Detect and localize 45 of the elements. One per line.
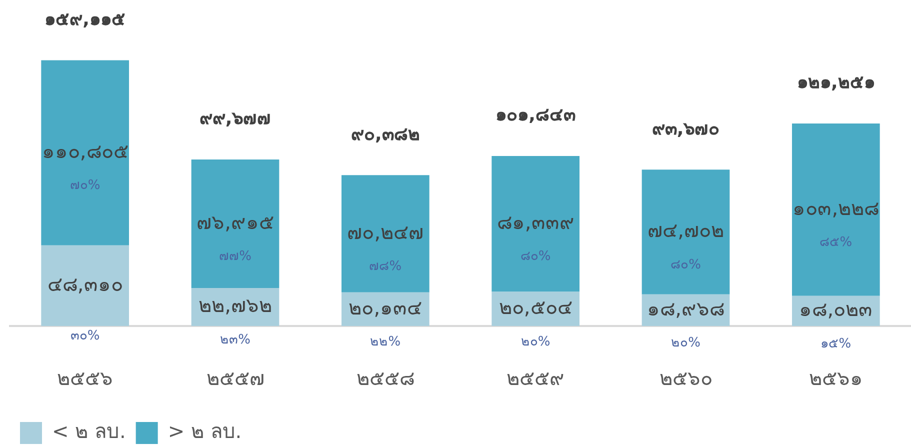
x-tick-label: ๒๕๕๖ [57,366,114,390]
x-tick-label: ๒๕๕๙ [506,366,565,390]
text: ๒๓% [220,332,250,348]
bar [642,170,730,294]
data-label: ๑๑๐,๘๐๕ [42,139,128,164]
data-label: ๒๐,๕๐๔ [498,295,572,320]
total-label: ๑๒๑,๒๕๑ [796,72,875,94]
data-label: ๗๔,๗๐๒ [648,218,724,242]
bar [41,60,130,246]
total-label: ๙๐,๓๘๒ [350,124,420,145]
text: ๒๒% [370,334,401,350]
text: ๓๐% [70,328,100,344]
annotation: ๘๐% [520,249,551,264]
data-label: ๘๑,๓๓๙ [496,210,574,234]
data-label: ๒๐,๑๓๔ [348,295,422,320]
total-label: ๑๕๙,๑๑๕ [44,8,126,30]
text: ๒๐% [520,334,550,350]
data-label: ๗๐,๒๔๗ [347,220,424,244]
annotation: ๗๘% [369,259,402,274]
x-tick-label: ๒๕๖๑ [808,366,863,390]
total-label: ๙๙,๖๗๗ [199,108,272,130]
data-label: ๒๒,๗๖๒ [198,293,272,318]
annotation: ๗๗% [219,249,252,264]
x-tick-label: ๒๕๕๗ [206,366,264,390]
data-label: ๑๘,๙๖๘ [647,296,724,320]
bar [341,175,430,292]
data-label: ๑๘,๐๒๓ [799,297,873,322]
data-label: ๗๖,๙๑๕ [196,210,274,234]
bar [792,124,880,296]
bar [492,156,580,292]
total-label: ๑๐๑,๘๔๓ [496,104,576,126]
text: ๑๕% [820,336,852,352]
legend-label: > ๒ ลบ. [168,419,242,444]
data-label: ๔๘,๓๑๐ [47,272,123,296]
x-tick-label: ๒๕๖๐ [659,366,712,390]
data-label: ๑๐๓,๒๒๘ [792,196,880,220]
annotation: ๘๐% [670,257,701,272]
legend-label: < ๒ ลบ. [52,419,126,444]
annotation: ๘๕% [820,235,852,250]
annotation: ๗๐% [70,178,100,194]
x-tick-label: ๒๕๕๘ [356,366,414,390]
bar [191,160,280,288]
total-label: ๙๓,๖๗๐ [652,118,720,140]
bar [41,245,130,326]
text: ๒๐% [671,336,700,351]
